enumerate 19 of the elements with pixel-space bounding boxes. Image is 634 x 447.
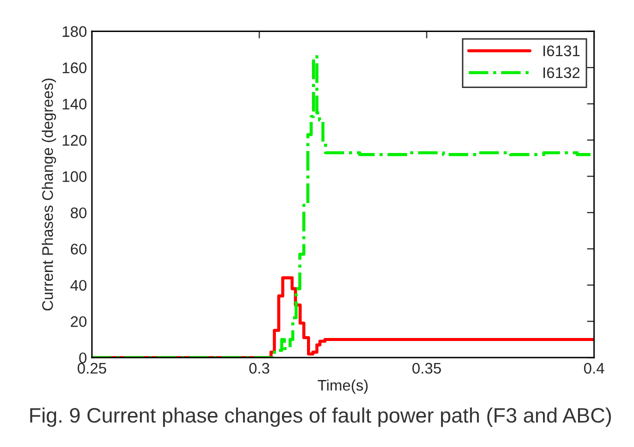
x-tick-label: 0.25 — [78, 362, 106, 374]
y-tick-label: 120 — [62, 134, 86, 146]
x-tick-label: 0.35 — [412, 362, 441, 374]
x-tick-label: 0.3 — [249, 362, 270, 374]
y-tick-label: 80 — [70, 207, 86, 218]
y-tick-label: 100 — [62, 171, 86, 182]
y-tick-label: 40 — [70, 280, 86, 291]
x-axis-title: Time(s) — [318, 379, 368, 394]
y-tick-label: 180 — [62, 26, 86, 37]
y-tick-label: 140 — [62, 98, 86, 110]
y-tick-label: 60 — [70, 244, 86, 255]
legend-label: I6131 — [543, 45, 580, 56]
y-axis-title: Current Phases Change (degrees) — [42, 78, 56, 310]
x-tick-label: 0.4 — [584, 362, 604, 374]
y-tick-label: 160 — [62, 62, 86, 74]
y-tick-label: 0 — [79, 352, 86, 364]
y-tick-label: 20 — [70, 316, 86, 328]
legend-label: I6132 — [543, 67, 580, 78]
caption: Fig. 9 Current phase changes of fault power path (F3 and ABC) — [30, 407, 611, 427]
